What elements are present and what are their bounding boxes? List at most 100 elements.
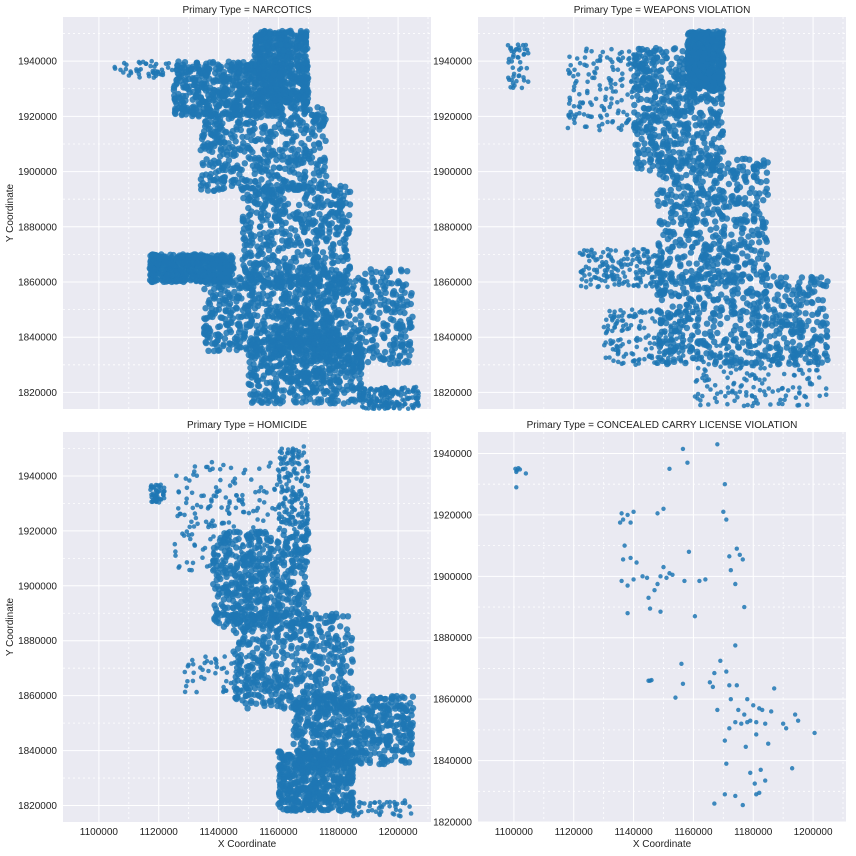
scatter-point — [225, 115, 232, 122]
scatter-point — [616, 108, 621, 113]
scatter-point — [276, 73, 284, 80]
scatter-point — [369, 279, 376, 286]
scatter-point — [581, 112, 587, 117]
scatter-point — [148, 63, 153, 69]
scatter-point — [244, 191, 251, 198]
scatter-point — [217, 145, 225, 152]
scatter-point — [615, 100, 620, 105]
scatter-point — [165, 65, 171, 70]
scatter-point — [356, 334, 363, 341]
scatter-point — [309, 209, 316, 216]
scatter-point — [298, 274, 306, 281]
scatter-point — [258, 245, 265, 252]
scatter-point — [197, 176, 205, 183]
scatter-point — [516, 73, 522, 78]
y-tick-label: 1900000 — [18, 167, 57, 178]
scatter-point — [281, 202, 289, 209]
scatter-point — [362, 270, 369, 277]
scatter-point — [261, 63, 268, 70]
scatter-point — [615, 67, 621, 72]
scatter-point — [216, 264, 223, 272]
scatter-point — [260, 193, 268, 200]
scatter-point — [265, 56, 273, 63]
scatter-point — [243, 285, 250, 292]
scatter-point — [505, 43, 511, 48]
scatter-point — [278, 295, 286, 303]
scatter-point — [360, 395, 366, 401]
scatter-point — [136, 59, 142, 65]
scatter-point — [297, 211, 305, 219]
scatter-point — [509, 77, 515, 83]
scatter-point — [289, 145, 297, 152]
scatter-point — [235, 119, 242, 126]
scatter-point — [368, 337, 376, 344]
scatter-point — [382, 321, 389, 329]
scatter-point — [283, 36, 290, 43]
scatter-point — [319, 133, 326, 140]
scatter-point — [287, 360, 295, 367]
scatter-point — [280, 369, 287, 376]
scatter-point — [604, 86, 609, 92]
scatter-point — [350, 362, 357, 370]
scatter-point — [628, 79, 634, 85]
scatter-point — [189, 106, 197, 113]
scatter-point — [618, 127, 624, 133]
scatter-point — [346, 226, 353, 233]
scatter-point — [253, 114, 260, 122]
scatter-point — [331, 346, 338, 353]
scatter-point — [627, 55, 632, 61]
scatter-point — [404, 268, 411, 275]
scatter-point — [301, 142, 308, 149]
scatter-point — [255, 154, 262, 162]
scatter-point — [386, 265, 393, 273]
scatter-point — [568, 63, 573, 68]
scatter-point — [355, 355, 362, 363]
scatter-point — [334, 231, 341, 238]
scatter-point — [240, 139, 247, 147]
scatter-point — [270, 252, 277, 260]
scatter-point — [625, 62, 631, 67]
scatter-point — [621, 109, 626, 115]
scatter-point — [524, 65, 530, 71]
scatter-point — [252, 137, 259, 145]
scatter-point — [265, 112, 272, 119]
scatter-point — [276, 164, 284, 172]
scatter-point — [247, 219, 255, 227]
scatter-point — [338, 210, 345, 217]
scatter-point — [225, 140, 232, 147]
scatter-point — [249, 131, 256, 138]
scatter-point — [260, 94, 267, 102]
scatter-point — [385, 395, 391, 400]
scatter-point — [356, 375, 363, 382]
scatter-point — [262, 355, 269, 362]
scatter-point — [211, 96, 218, 103]
scatter-point — [327, 201, 335, 208]
scatter-point — [331, 304, 338, 312]
scatter-point — [233, 304, 240, 311]
scatter-point — [572, 114, 578, 120]
scatter-point — [718, 95, 725, 103]
scatter-point — [208, 112, 216, 119]
scatter-point — [249, 336, 256, 344]
scatter-point — [294, 393, 301, 400]
scatter-point — [256, 79, 264, 86]
scatter-point — [178, 105, 185, 112]
scatter-point — [248, 371, 256, 378]
scatter-point — [286, 168, 294, 175]
scatter-point — [197, 67, 204, 74]
scatter-point — [226, 300, 234, 307]
scatter-point — [302, 194, 309, 201]
scatter-point — [308, 310, 315, 317]
scatter-point — [623, 120, 629, 126]
scatter-point — [165, 260, 172, 267]
scatter-point — [264, 212, 272, 219]
scatter-point — [270, 64, 277, 71]
scatter-point — [239, 307, 246, 314]
scatter-point — [204, 253, 211, 260]
scatter-point — [571, 84, 577, 89]
scatter-point — [609, 96, 614, 101]
scatter-point — [269, 40, 276, 47]
scatter-point — [406, 320, 413, 327]
scatter-point — [214, 337, 221, 344]
scatter-point — [224, 151, 231, 158]
